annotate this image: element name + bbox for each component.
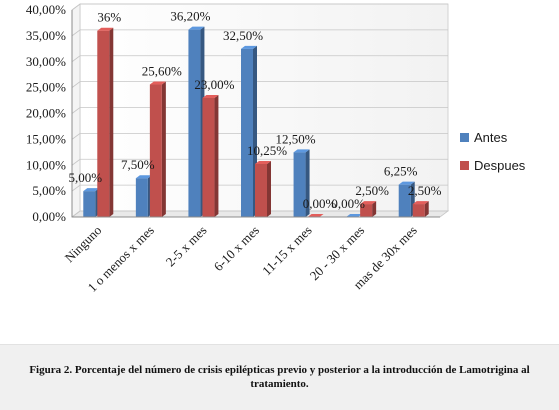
bar-despues-3: [202, 94, 219, 217]
bar-top: [241, 45, 257, 49]
bar-front: [202, 97, 215, 217]
bars: [83, 26, 429, 218]
data-label: 5,00%: [68, 170, 102, 185]
bar-front: [398, 184, 411, 217]
gridline: [71, 158, 448, 166]
bar-despues-7: [412, 201, 429, 217]
y-tick-label: 30,00%: [26, 54, 66, 69]
bar-side: [161, 81, 166, 218]
bar-top: [412, 201, 429, 205]
bar-despues-4: [255, 160, 271, 217]
bar-side: [372, 201, 377, 217]
bar-antes-5: [293, 149, 310, 217]
data-label: 0,00%: [303, 196, 337, 211]
data-label: 10,25%: [247, 143, 287, 158]
bar-side: [109, 27, 114, 218]
data-label: 25,60%: [142, 64, 182, 79]
data-label: 36%: [97, 10, 121, 25]
gridline: [71, 107, 448, 114]
legend: Antes Despues: [460, 130, 526, 173]
x-tick-label: Ninguno: [62, 223, 105, 266]
bar-side: [305, 149, 310, 217]
y-tick-label: 0,00%: [32, 209, 66, 224]
gridline: [71, 29, 448, 37]
gridline: [71, 184, 448, 192]
bar-top: [149, 81, 166, 85]
bar-antes-3: [188, 26, 205, 218]
bar-antes-4: [241, 45, 257, 217]
bar-top: [255, 160, 271, 164]
bar-top: [97, 27, 114, 31]
y-tick-label: 10,00%: [26, 157, 66, 172]
bar-front: [412, 204, 425, 217]
data-label: 12,50%: [276, 131, 316, 146]
bar-top: [83, 188, 100, 192]
legend-swatch: [460, 133, 469, 142]
legend-swatch: [460, 161, 469, 170]
caption-band: Figura 2. Porcentaje del número de crisi…: [0, 344, 559, 410]
bar-top: [360, 201, 377, 205]
bar-despues-2: [149, 81, 166, 218]
y-tick-label: 40,00%: [26, 2, 66, 17]
gridlines: [71, 3, 448, 218]
data-labels: 5,00% 36% 7,50% 25,60% 36,20% 23,00% 32,50% 10,…: [68, 9, 441, 211]
bar-top: [188, 26, 205, 30]
bar-despues-6: [360, 201, 377, 217]
bar-despues-5: [307, 214, 324, 217]
data-label: 7,50%: [121, 157, 155, 172]
bar-antes-6: [346, 214, 363, 217]
bar-front: [255, 163, 267, 217]
bar-top: [202, 94, 219, 98]
figure-caption: Figura 2. Porcentaje del número de crisi…: [29, 364, 530, 390]
y-tick-label: 25,00%: [26, 80, 66, 95]
bar-front: [360, 204, 373, 217]
x-tick-label: 2-5 x mes: [163, 223, 210, 270]
bar-front: [293, 152, 306, 217]
data-label: 32,50%: [223, 28, 263, 43]
legend-label: Antes: [474, 130, 508, 145]
bar-antes-2: [135, 175, 152, 217]
x-tick-label: 6-10 x mes: [211, 223, 262, 274]
y-tick-label: 15,00%: [26, 131, 66, 146]
bar-top: [398, 181, 415, 185]
bar-antes-1: [83, 188, 100, 217]
data-label: 36,20%: [170, 9, 210, 24]
data-label: 0,00%: [331, 196, 365, 211]
data-label: 23,00%: [194, 77, 234, 92]
bar-side: [424, 201, 429, 217]
y-axis: 0,00% 5,00% 10,00% 15,00% 20,00% 25,00% 30,00%…: [26, 2, 73, 224]
data-label: 6,25%: [384, 164, 418, 179]
bar-side: [267, 160, 271, 217]
data-label: 2,50%: [355, 183, 389, 198]
y-tick-label: 5,00%: [32, 183, 66, 198]
gridline: [71, 3, 448, 11]
bar-top: [346, 214, 363, 217]
legend-label: Despues: [474, 158, 526, 173]
gridline: [71, 55, 448, 63]
bar-chart: 0,00%5,00%10,00%15,00%20,00%25,00%30,00%…: [26, 2, 526, 295]
bar-side: [214, 94, 219, 217]
y-tick-label: 20,00%: [26, 106, 66, 121]
data-label: 2,50%: [408, 183, 442, 198]
gridline: [71, 81, 448, 88]
bar-front: [188, 29, 201, 218]
bar-front: [241, 48, 253, 217]
bar-top: [135, 175, 152, 179]
gridline: [71, 210, 448, 218]
x-tick-label: 11-15 x mes: [259, 223, 315, 279]
bar-top: [307, 214, 324, 217]
y-tick-label: 35,00%: [26, 28, 66, 43]
bar-despues-1: [97, 27, 114, 218]
bar-front: [97, 30, 110, 218]
bar-front: [83, 191, 96, 217]
bar-front: [149, 84, 162, 218]
legend-item-despues: Despues: [460, 158, 526, 173]
bar-top: [293, 149, 310, 153]
bar-front: [135, 178, 148, 217]
legend-item-antes: Antes: [460, 130, 508, 145]
gridline: [71, 132, 448, 140]
